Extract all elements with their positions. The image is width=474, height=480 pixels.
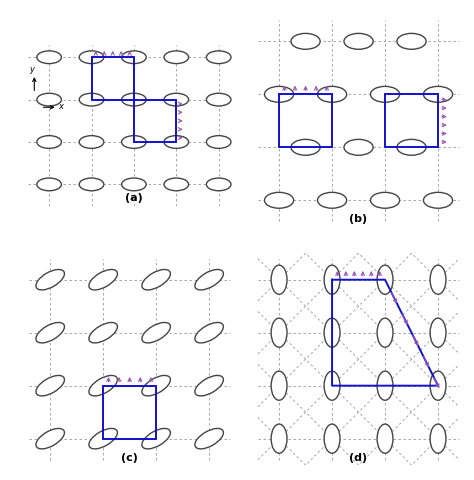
Ellipse shape: [122, 136, 146, 148]
Ellipse shape: [206, 178, 231, 191]
Ellipse shape: [37, 93, 62, 106]
Ellipse shape: [318, 192, 346, 208]
Ellipse shape: [324, 371, 340, 400]
Ellipse shape: [324, 424, 340, 453]
Ellipse shape: [164, 93, 189, 106]
Ellipse shape: [291, 34, 320, 49]
Bar: [279, 95, 332, 147]
Text: (c): (c): [121, 453, 138, 463]
Ellipse shape: [79, 93, 104, 106]
Ellipse shape: [79, 51, 104, 63]
Ellipse shape: [377, 318, 393, 347]
Bar: [134, 100, 176, 142]
Ellipse shape: [397, 139, 426, 155]
Ellipse shape: [142, 323, 171, 343]
Ellipse shape: [79, 178, 104, 191]
Bar: [385, 95, 438, 147]
Ellipse shape: [271, 318, 287, 347]
Ellipse shape: [430, 265, 446, 294]
Ellipse shape: [89, 429, 118, 449]
Ellipse shape: [37, 51, 62, 63]
Ellipse shape: [324, 318, 340, 347]
Text: (d): (d): [349, 453, 368, 463]
Ellipse shape: [271, 424, 287, 453]
Ellipse shape: [122, 51, 146, 63]
Ellipse shape: [36, 323, 64, 343]
Ellipse shape: [371, 192, 400, 208]
Ellipse shape: [423, 192, 453, 208]
Ellipse shape: [195, 269, 223, 290]
Ellipse shape: [142, 429, 171, 449]
Ellipse shape: [142, 269, 171, 290]
Text: (a): (a): [125, 193, 143, 204]
Ellipse shape: [430, 318, 446, 347]
Ellipse shape: [318, 86, 346, 102]
Ellipse shape: [122, 178, 146, 191]
Ellipse shape: [271, 265, 287, 294]
Ellipse shape: [195, 375, 223, 396]
Ellipse shape: [89, 269, 118, 290]
Ellipse shape: [164, 136, 189, 148]
Ellipse shape: [206, 51, 231, 63]
Ellipse shape: [291, 139, 320, 155]
Ellipse shape: [264, 192, 294, 208]
Ellipse shape: [371, 86, 400, 102]
Ellipse shape: [344, 139, 373, 155]
Ellipse shape: [377, 265, 393, 294]
Ellipse shape: [377, 371, 393, 400]
Ellipse shape: [37, 136, 62, 148]
Ellipse shape: [37, 178, 62, 191]
Ellipse shape: [89, 375, 118, 396]
Ellipse shape: [36, 429, 64, 449]
Text: (b): (b): [349, 214, 368, 224]
Ellipse shape: [344, 34, 373, 49]
Ellipse shape: [122, 93, 146, 106]
Ellipse shape: [36, 375, 64, 396]
Text: x: x: [58, 102, 64, 111]
Bar: [103, 385, 156, 439]
Ellipse shape: [264, 86, 294, 102]
Ellipse shape: [36, 269, 64, 290]
Ellipse shape: [377, 424, 393, 453]
Ellipse shape: [423, 86, 453, 102]
Text: y: y: [29, 65, 34, 74]
Ellipse shape: [195, 429, 223, 449]
Ellipse shape: [430, 371, 446, 400]
Ellipse shape: [430, 424, 446, 453]
Ellipse shape: [397, 34, 426, 49]
Ellipse shape: [324, 265, 340, 294]
Ellipse shape: [79, 136, 104, 148]
Ellipse shape: [142, 375, 171, 396]
Ellipse shape: [195, 323, 223, 343]
Ellipse shape: [271, 371, 287, 400]
Ellipse shape: [164, 178, 189, 191]
Bar: [91, 57, 134, 100]
Ellipse shape: [206, 136, 231, 148]
Ellipse shape: [206, 93, 231, 106]
Ellipse shape: [164, 51, 189, 63]
Ellipse shape: [89, 323, 118, 343]
